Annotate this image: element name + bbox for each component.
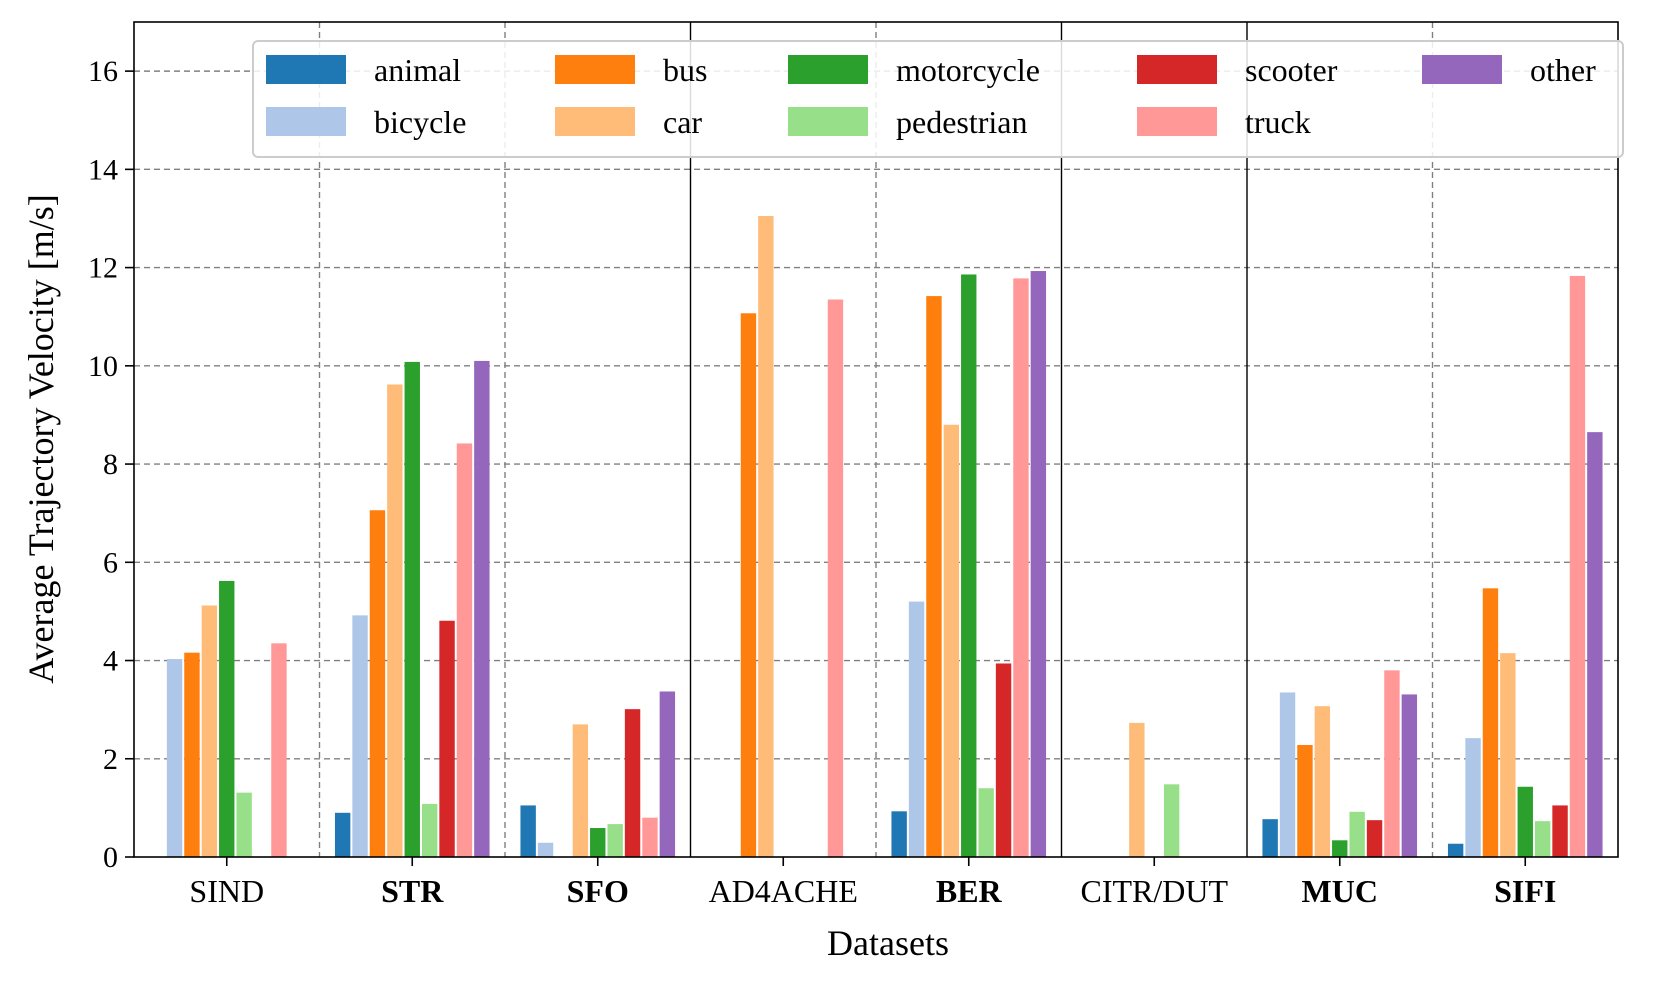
bar-str-bus xyxy=(369,510,386,857)
y-tick-label-14: 14 xyxy=(88,153,118,186)
bar-ber-other xyxy=(1030,271,1047,857)
bar-sifi-truck xyxy=(1569,275,1586,857)
legend-swatch-car xyxy=(555,107,635,136)
bar-sfo-car xyxy=(572,724,589,857)
x-tick-label-sfo: SFO xyxy=(567,873,629,909)
legend-swatch-bus xyxy=(555,55,635,84)
bar-sifi-bus xyxy=(1482,588,1499,857)
bar-sfo-pedestrian xyxy=(607,824,623,857)
bar-str-other xyxy=(474,360,490,857)
bar-str-motorcycle xyxy=(404,361,420,857)
x-tick-label-sifi: SIFI xyxy=(1494,873,1556,909)
axis-ticks: 0 2 4 6 8 10 12 14 16 SIND STR SFO AD4ACHE BER CITR/DU… xyxy=(88,55,1556,909)
bar-sifi-bicycle xyxy=(1465,738,1481,857)
legend-label-car: car xyxy=(663,104,702,140)
legend: animal bicycle bus car motorcycle pedestrian s… xyxy=(252,40,1624,158)
bar-muc-pedestrian xyxy=(1349,811,1365,857)
legend-label-truck: truck xyxy=(1245,104,1311,140)
bar-citr-dut-car xyxy=(1129,722,1145,857)
bar-sfo-scooter xyxy=(624,709,641,857)
legend-label-bus: bus xyxy=(663,52,707,88)
legend-swatch-animal xyxy=(266,55,346,84)
legend-label-pedestrian: pedestrian xyxy=(896,104,1028,140)
x-tick-label-ad4ache: AD4ACHE xyxy=(709,873,858,909)
y-tick-label-10: 10 xyxy=(88,350,118,383)
bar-ber-car xyxy=(943,424,960,857)
bar-sifi-pedestrian xyxy=(1534,821,1551,857)
x-tick-label-ber: BER xyxy=(936,873,1003,909)
bar-sind-bus xyxy=(184,652,200,857)
bar-ber-motorcycle xyxy=(961,274,977,857)
bar-ber-bicycle xyxy=(908,601,925,857)
x-tick-label-muc: MUC xyxy=(1302,873,1378,909)
bar-ber-pedestrian xyxy=(978,788,994,857)
bar-str-car xyxy=(387,384,403,857)
bar-sind-car xyxy=(201,605,218,857)
bar-muc-other xyxy=(1401,694,1418,857)
plot-frame xyxy=(133,21,1619,858)
bar-sifi-car xyxy=(1500,653,1516,857)
bar-str-animal xyxy=(334,812,351,857)
legend-label-scooter: scooter xyxy=(1245,52,1338,88)
legend-label-motorcycle: motorcycle xyxy=(896,52,1040,88)
x-tick-label-citr-dut: CITR/DUT xyxy=(1080,873,1228,909)
legend-label-other: other xyxy=(1530,52,1596,88)
legend-label-bicycle: bicycle xyxy=(374,104,466,140)
legend-swatch-scooter xyxy=(1137,55,1217,84)
bar-str-scooter xyxy=(439,620,455,857)
bar-muc-motorcycle xyxy=(1332,840,1348,857)
bar-sind-bicycle xyxy=(166,659,183,857)
bar-str-truck xyxy=(456,443,473,857)
bar-sifi-scooter xyxy=(1552,805,1568,857)
bar-muc-scooter xyxy=(1366,820,1383,857)
legend-swatch-motorcycle xyxy=(788,55,868,84)
bar-ber-bus xyxy=(926,296,942,857)
bar-muc-animal xyxy=(1262,819,1278,857)
bar-ber-scooter xyxy=(995,663,1012,857)
y-tick-label-16: 16 xyxy=(88,55,118,88)
legend-label-animal: animal xyxy=(374,52,461,88)
bar-str-pedestrian xyxy=(421,803,438,857)
bar-ber-truck xyxy=(1013,278,1029,857)
x-tick-label-str: STR xyxy=(381,873,444,909)
bar-sifi-other xyxy=(1587,432,1603,857)
legend-swatch-truck xyxy=(1137,107,1217,136)
bar-muc-bus xyxy=(1297,745,1313,857)
bar-sfo-truck xyxy=(642,817,658,857)
y-tick-label-12: 12 xyxy=(88,252,118,285)
bar-ad4ache-bus xyxy=(740,313,757,857)
bar-ad4ache-car xyxy=(758,216,774,857)
legend-swatch-bicycle xyxy=(266,107,346,136)
bar-sind-truck xyxy=(271,643,287,857)
x-axis-title: Datasets xyxy=(827,923,949,963)
bar-ad4ache-truck xyxy=(827,299,844,857)
bar-muc-car xyxy=(1314,706,1331,857)
bar-str-bicycle xyxy=(352,615,368,857)
bar-sind-pedestrian xyxy=(236,792,252,857)
bar-sfo-other xyxy=(659,691,676,857)
bar-sind-motorcycle xyxy=(219,580,235,857)
legend-swatch-pedestrian xyxy=(788,107,868,136)
bar-sifi-animal xyxy=(1447,843,1464,857)
bar-muc-bicycle xyxy=(1279,692,1296,857)
bar-muc-truck xyxy=(1384,670,1400,857)
bar-sifi-motorcycle xyxy=(1517,786,1533,857)
bar-citr-dut-pedestrian xyxy=(1163,784,1180,857)
bar-sfo-bicycle xyxy=(537,842,554,857)
y-tick-label-6: 6 xyxy=(103,546,118,579)
y-tick-label-0: 0 xyxy=(103,841,118,874)
legend-swatch-other xyxy=(1422,55,1502,84)
y-tick-label-8: 8 xyxy=(103,448,118,481)
bar-sfo-motorcycle xyxy=(590,828,606,857)
x-tick-label-sind: SIND xyxy=(189,873,264,909)
bars xyxy=(166,216,1603,857)
bar-sfo-animal xyxy=(520,805,536,857)
y-tick-label-2: 2 xyxy=(103,743,118,776)
y-axis-title: Average Trajectory Velocity [m/s] xyxy=(21,194,61,684)
bar-ber-animal xyxy=(891,811,907,857)
y-tick-label-4: 4 xyxy=(103,645,118,678)
